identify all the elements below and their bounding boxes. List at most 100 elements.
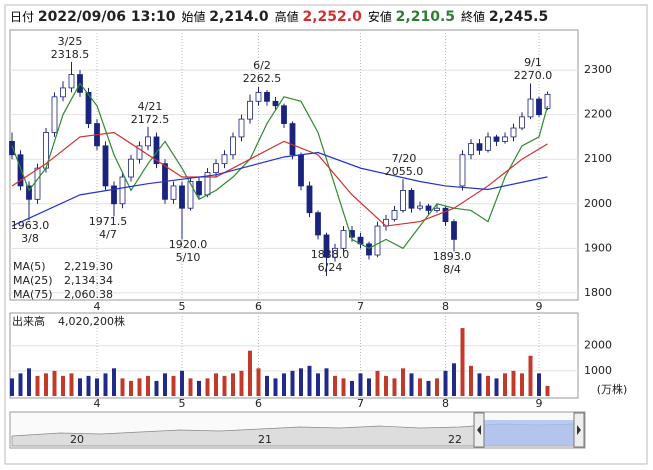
annotation: 1971.5	[89, 215, 128, 228]
annotation: 1920.0	[169, 238, 208, 251]
annotation: 1838.0	[311, 248, 350, 261]
volume-bar	[231, 373, 235, 396]
volume-bar	[367, 378, 371, 396]
candle-body	[51, 96, 58, 133]
volume-bar	[324, 368, 329, 396]
candle-body	[247, 100, 253, 120]
candle-body	[145, 136, 151, 147]
volume-bar	[239, 370, 244, 396]
navigator-label: 20	[70, 433, 84, 446]
annotation: 4/7	[99, 228, 117, 241]
header-value: 2022/09/06 13:10	[37, 9, 176, 25]
x-tick-label: 9	[536, 397, 543, 410]
x-tick-label: 5	[179, 300, 186, 313]
volume-bar	[188, 378, 193, 396]
header-label: 高値	[274, 10, 299, 24]
ma-line	[11, 82, 549, 250]
legend-label: MA(75)	[13, 288, 53, 301]
volume-bar	[154, 380, 159, 396]
volume-bar	[52, 370, 57, 396]
candle-body	[85, 91, 92, 124]
volume-bar	[350, 380, 354, 396]
annotation: 1963.0	[11, 219, 50, 232]
candle-body	[340, 230, 347, 249]
volume-bar	[520, 373, 524, 396]
volume-bar	[307, 365, 312, 396]
candle-body	[519, 116, 525, 129]
candle-body	[408, 189, 415, 209]
y-tick-label: 2300	[584, 63, 612, 76]
volume-title: 出来高	[12, 314, 45, 328]
candle-body	[374, 225, 381, 256]
arrow-icon	[577, 425, 581, 435]
volume-bar	[384, 375, 388, 396]
annotation: 9/1	[524, 56, 542, 69]
candle-body	[332, 247, 338, 258]
volume-bar	[477, 373, 482, 396]
volume-bar	[333, 375, 337, 396]
navigator-label: 21	[258, 433, 272, 446]
candle-body	[527, 98, 534, 118]
legend-label: MA(25)	[13, 274, 53, 287]
annotation: 8/4	[443, 263, 461, 276]
legend-value: 2,134.34	[64, 274, 113, 287]
x-tick-label: 5	[179, 397, 186, 410]
volume-bar	[494, 378, 499, 396]
candle-body	[425, 205, 432, 211]
annotation: 2270.0	[514, 69, 553, 82]
candle-body	[119, 176, 126, 205]
volume-bar	[120, 378, 125, 396]
volume-bar	[163, 373, 167, 396]
volume-unit: (万株)	[597, 382, 628, 396]
y-tick-label: 2000	[584, 197, 612, 210]
volume-bar	[214, 373, 218, 396]
y-tick-label: 1800	[584, 286, 612, 299]
y-tick-label: 2200	[584, 108, 612, 121]
annotation: 1893.0	[433, 250, 472, 263]
candle-body	[510, 127, 517, 138]
volume-bar	[197, 380, 201, 396]
candle-body	[255, 91, 262, 102]
arrow-icon	[477, 425, 481, 435]
annotation: 2055.0	[385, 165, 424, 178]
candle-body	[476, 143, 483, 151]
candle-body	[196, 181, 202, 196]
volume-bar	[180, 370, 184, 396]
volume-bar	[443, 370, 448, 396]
candle-body	[502, 136, 508, 142]
volume-bar	[248, 350, 252, 396]
navigator-selection[interactable]	[484, 420, 574, 446]
volume-bar	[503, 373, 507, 396]
volume-bar	[265, 375, 269, 396]
annotation: 6/2	[253, 59, 271, 72]
candle-body	[434, 207, 440, 211]
volume-bar	[112, 368, 116, 396]
header-value: 2,214.0	[209, 9, 269, 25]
y-tick-label: 2000	[584, 339, 612, 352]
y-tick-label: 2100	[584, 152, 612, 165]
volume-bar	[95, 378, 99, 396]
candle-body	[306, 185, 313, 214]
y-tick-label: 1000	[584, 364, 612, 377]
volume-bar	[137, 378, 142, 396]
candle-body	[366, 243, 372, 256]
navigator-label: 22	[448, 433, 462, 446]
volume-bar	[545, 385, 550, 396]
header-label: 安値	[367, 10, 392, 24]
candle-body	[451, 221, 457, 240]
volume-bar	[256, 368, 261, 396]
candle-body	[442, 207, 449, 222]
volume-bar	[282, 373, 286, 396]
candle-body	[323, 234, 330, 258]
volume-bar	[10, 378, 14, 396]
candle-body	[60, 87, 66, 98]
volume-bar	[452, 363, 456, 396]
volume-bar	[316, 373, 320, 396]
candle-body	[272, 100, 279, 107]
volume-bar	[205, 378, 210, 396]
candle-body	[9, 140, 15, 156]
annotation: 7/20	[392, 152, 417, 165]
volume-bar	[392, 378, 397, 396]
